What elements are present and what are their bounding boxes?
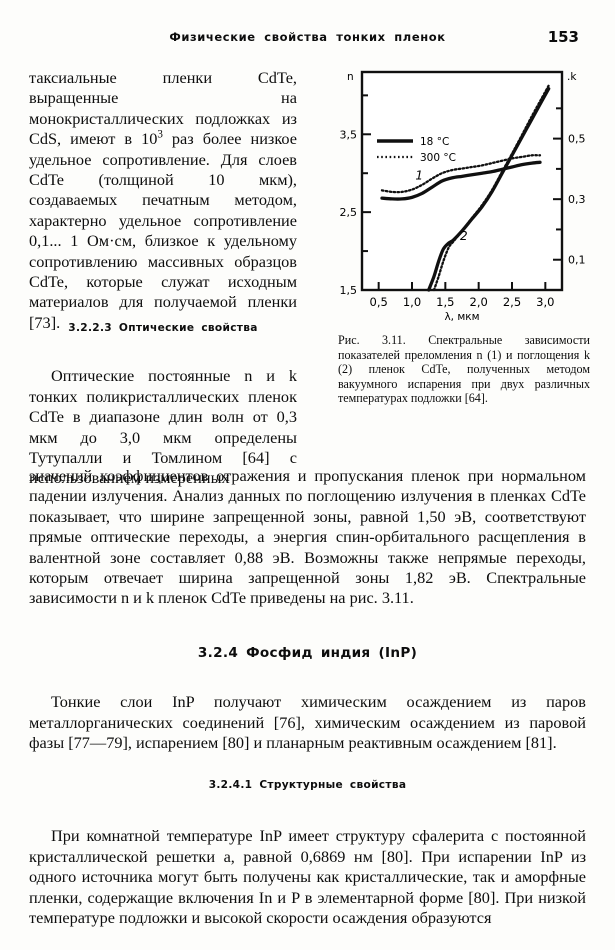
right-axis-tick-labels: 0,1 0,3 0,5 xyxy=(568,133,586,267)
tick-label-right: 0,3 xyxy=(568,193,586,206)
curve-k-300-c xyxy=(432,84,550,292)
optical-paragraph-narrow: Оптические постоянные n и k тонких полик… xyxy=(29,350,297,505)
chart-curves xyxy=(380,84,551,292)
left-axis-label-n: n xyxy=(347,71,354,83)
left-column-paragraph: таксиальные пленки CdTe, выращенные на м… xyxy=(29,68,297,333)
x-axis-label: λ, мкм xyxy=(444,311,479,323)
curve-number-labels: 12 xyxy=(415,168,467,243)
figure-3-11: 1,5 2,5 3,5 0,1 0,3 0,5 0,5 1,0 1,5 2,0 2,5 3,0 1… xyxy=(337,62,595,324)
tick-label-bottom: 3,0 xyxy=(536,295,554,309)
struct-paragraph: При комнатной температуре InP имеет стру… xyxy=(29,810,586,945)
curve-n-300-c xyxy=(380,154,542,194)
figure-caption-text: Спектральные зависимости показателей пре… xyxy=(338,333,590,406)
chart-legend: 18 °C 300 °C xyxy=(377,136,456,164)
paragraph-part-a: таксиальные пленки CdTe, выращенные на м… xyxy=(29,68,297,149)
tick-label-bottom: 2,5 xyxy=(503,295,521,309)
left-axis-tick-labels: 1,5 2,5 3,5 xyxy=(340,128,358,297)
optical-paragraph-full: значений коэффициентов отражения и пропу… xyxy=(29,466,586,608)
right-axis-ticks xyxy=(553,107,562,261)
left-axis-ticks xyxy=(362,94,371,291)
tick-label-right: 0,5 xyxy=(568,133,586,146)
bottom-axis-ticks xyxy=(377,282,547,290)
exponent-3: 3 xyxy=(157,128,163,141)
optical-paragraph-narrow-text: Оптические постоянные n и k тонких полик… xyxy=(29,366,297,488)
tick-label-left: 3,5 xyxy=(340,128,358,141)
paragraph-cdte-resistivity: таксиальные пленки CdTe, выращенные на м… xyxy=(29,68,297,333)
struct-paragraph-text: При комнатной температуре InP имеет стру… xyxy=(29,826,586,927)
running-head: Физические свойства тонких пленок 153 xyxy=(0,28,615,52)
running-head-title: Физические свойства тонких пленок xyxy=(169,30,446,44)
right-axis-label-k: .k xyxy=(567,71,577,83)
tick-label-bottom: 2,0 xyxy=(470,295,488,309)
heading-3-2-4: 3.2.4 Фосфид индия (InP) xyxy=(197,645,418,661)
paragraph-part-b: раз более низкое удельное сопротивление.… xyxy=(29,129,297,332)
legend-label-300c: 300 °C xyxy=(420,152,456,164)
tick-label-right: 0,1 xyxy=(568,254,586,267)
figure-caption-number: Рис. 3.11. xyxy=(338,333,429,347)
inp-paragraph-text: Тонкие слои InP получают химическим осаж… xyxy=(29,692,586,753)
bottom-axis-tick-labels: 0,5 1,0 1,5 2,0 2,5 3,0 xyxy=(370,295,555,309)
figure-caption: Рис. 3.11. Спектральные зависимости пока… xyxy=(338,333,590,406)
tick-label-bottom: 0,5 xyxy=(370,295,388,309)
plot-frame xyxy=(360,70,564,292)
page-number: 153 xyxy=(547,28,579,46)
legend-label-18c: 18 °C xyxy=(420,136,449,148)
spectral-dependence-chart: 1,5 2,5 3,5 0,1 0,3 0,5 0,5 1,0 1,5 2,0 2,5 3,0 1… xyxy=(340,70,586,323)
curve-label-2: 2 xyxy=(460,229,468,243)
heading-3-2-4-1: 3.2.4.1 Структурные свойства xyxy=(208,779,407,791)
curve-label-1: 1 xyxy=(415,168,423,182)
tick-label-bottom: 1,5 xyxy=(436,295,454,309)
tick-label-bottom: 1,0 xyxy=(403,295,421,309)
heading-3-2-2-3: 3.2.2.3 Оптические свойства xyxy=(68,322,258,334)
tick-label-left: 2,5 xyxy=(340,206,358,219)
curve-n-18-c xyxy=(380,160,542,201)
tick-label-left: 1,5 xyxy=(340,284,358,297)
inp-paragraph: Тонкие слои InP получают химическим осаж… xyxy=(29,676,586,770)
